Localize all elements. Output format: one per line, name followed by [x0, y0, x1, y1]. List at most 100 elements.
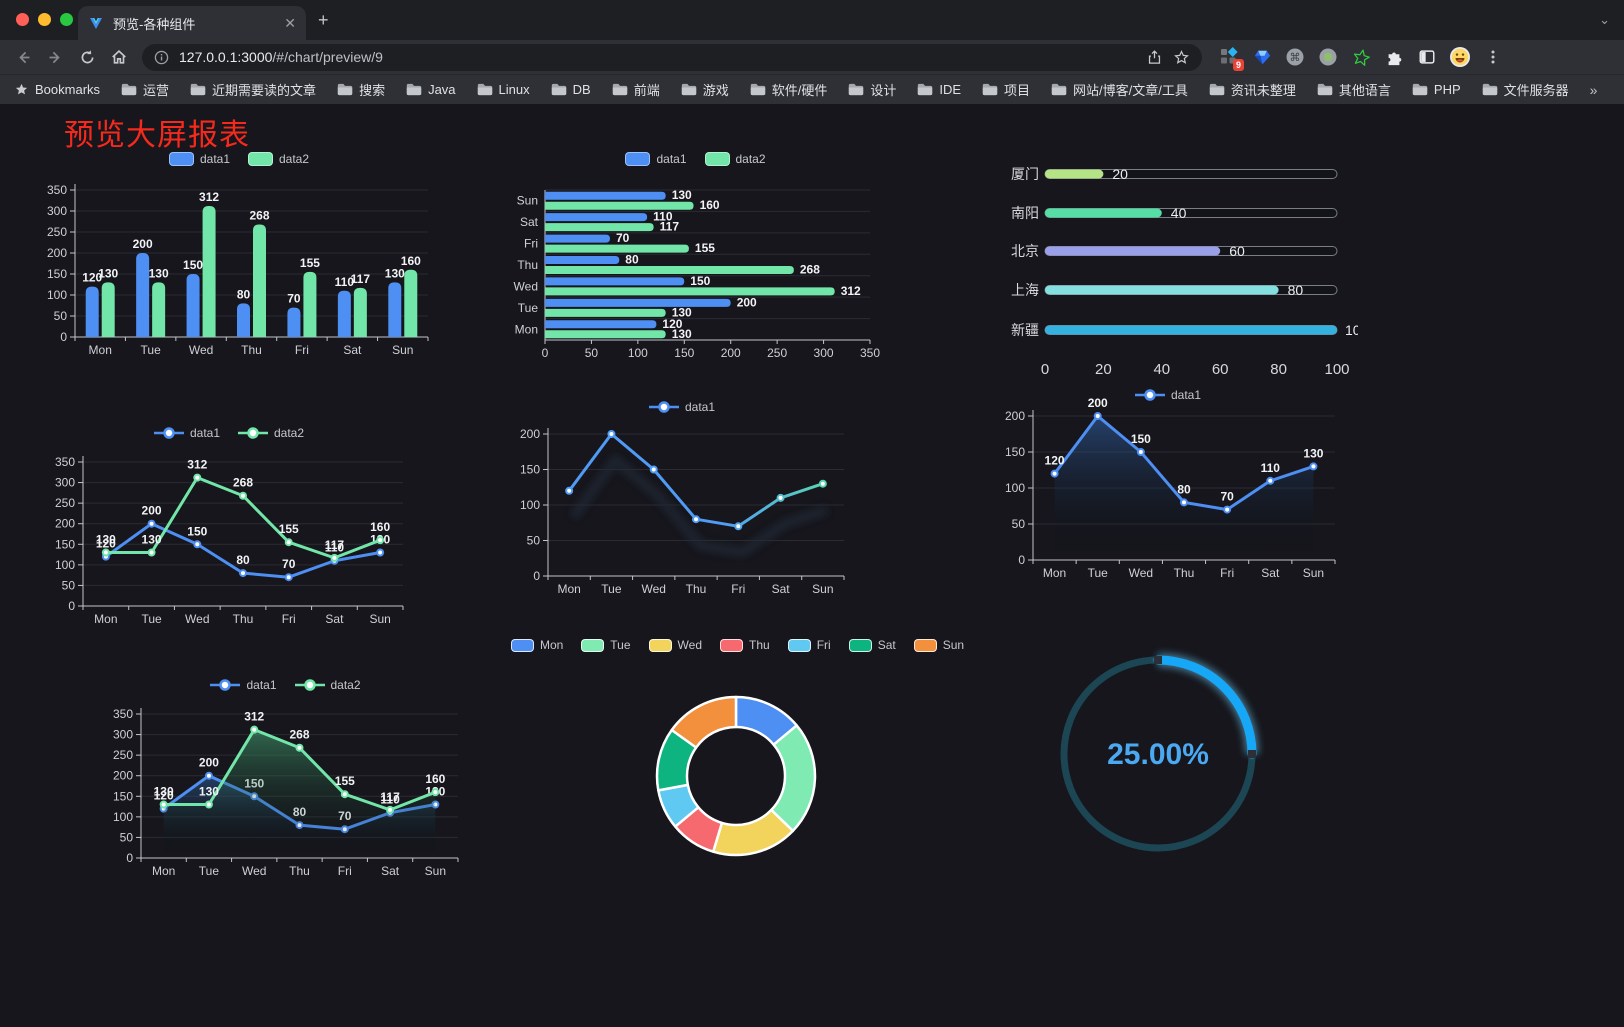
extension-gem-icon[interactable]: [1251, 46, 1273, 68]
extension-grid-icon[interactable]: 9: [1218, 46, 1244, 71]
back-button[interactable]: [10, 44, 36, 70]
legend-item[interactable]: data1: [1134, 388, 1201, 402]
legend-item[interactable]: data2: [248, 152, 309, 166]
svg-text:50: 50: [1012, 517, 1026, 531]
bookmark-folder[interactable]: 项目: [982, 80, 1030, 99]
legend-item[interactable]: Tue: [581, 638, 631, 652]
svg-text:200: 200: [199, 756, 219, 770]
area-line-chart[interactable]: data1 0 50 100 150 200 Mon Tue Wed Thu Fri Sat Sun 12…: [993, 386, 1343, 594]
bookmark-folder[interactable]: 其他语言: [1317, 80, 1391, 99]
chart-canvas[interactable]: [545, 636, 930, 884]
data-point: [649, 465, 658, 474]
svg-text:155: 155: [335, 774, 355, 788]
bookmark-folder[interactable]: 前端: [612, 80, 660, 99]
bookmark-folder[interactable]: 设计: [848, 80, 896, 99]
browser-tab[interactable]: 预览-各种组件 ✕: [78, 6, 306, 40]
bookmark-folder[interactable]: Java: [406, 82, 456, 97]
tab-search-chevron-icon[interactable]: ⌄: [1599, 12, 1610, 27]
bookmark-folder[interactable]: 运营: [121, 80, 169, 99]
bookmark-folder[interactable]: 游戏: [681, 80, 729, 99]
progress-bars-chart[interactable]: 厦门 20 南阳 40 北京 60 上海 80 新疆 100 0 20 40 60 80 100: [993, 150, 1358, 390]
grouped-bar-chart[interactable]: data1 data2 0 50 100 150 200 250 300 350 Mon Tue Wed…: [38, 150, 440, 362]
legend-item[interactable]: Sun: [913, 638, 964, 652]
svg-text:70: 70: [1220, 490, 1234, 504]
legend-line-marker: [294, 679, 325, 691]
legend-item[interactable]: data1: [625, 152, 687, 166]
chart-canvas[interactable]: 0 50 100 150 200 250 300 350 Mon Tue Wed Thu Fri Sat S…: [45, 424, 413, 634]
extension-star-icon[interactable]: [1350, 46, 1372, 68]
legend-item[interactable]: Thu: [720, 638, 770, 652]
legend-item[interactable]: Sat: [848, 638, 896, 652]
zoom-window-button[interactable]: [60, 13, 73, 26]
legend-item[interactable]: data2: [238, 426, 304, 440]
minimize-window-button[interactable]: [38, 13, 51, 26]
legend-item[interactable]: data1: [648, 400, 715, 414]
bookmark-folder[interactable]: Linux: [477, 82, 530, 97]
address-bar[interactable]: 127.0.0.1:3000/#/chart/preview/9: [142, 43, 1202, 71]
bookmark-folder[interactable]: 搜索: [337, 80, 385, 99]
bookmark-folder[interactable]: 软件/硬件: [750, 80, 827, 99]
pie-slice-Sun[interactable]: [670, 695, 738, 749]
extension-record-icon[interactable]: [1317, 46, 1339, 68]
svg-text:Thu: Thu: [1174, 566, 1195, 580]
url-text[interactable]: 127.0.0.1:3000/#/chart/preview/9: [179, 49, 383, 65]
bookmark-folder[interactable]: 近期需要读的文章: [190, 80, 316, 99]
legend-item[interactable]: Fri: [787, 638, 831, 652]
legend-item[interactable]: data2: [294, 678, 361, 692]
chart-canvas[interactable]: 0 50 100 150 200 Mon Tue Wed Thu Fri Sat Sun: [502, 398, 862, 608]
bookmark-folder[interactable]: PHP: [1412, 82, 1461, 97]
bookmark-star-icon[interactable]: [1173, 49, 1190, 66]
extension-command-icon[interactable]: ⌘: [1284, 46, 1306, 68]
bookmark-folder[interactable]: IDE: [917, 82, 961, 97]
bookmarks-overflow-chevron[interactable]: »: [1589, 81, 1598, 98]
bookmark-folder[interactable]: 文件服务器: [1482, 80, 1569, 99]
side-panel-icon[interactable]: [1416, 46, 1438, 68]
new-tab-button[interactable]: +: [318, 10, 329, 30]
data-point: [1093, 412, 1102, 420]
profile-avatar-emoji[interactable]: [1449, 46, 1471, 68]
forward-button[interactable]: [42, 44, 68, 70]
two-series-area-chart[interactable]: data1 data2 0 50 100 150 200 250 300 350 Mon Tue Wed…: [103, 676, 468, 886]
svg-text:150: 150: [47, 267, 67, 281]
legend-item[interactable]: Wed: [648, 638, 702, 652]
chart-canvas[interactable]: 0 50 100 150 200 250 300 350 Mon Tue Wed Thu Fri Sat S…: [103, 676, 468, 886]
svg-text:70: 70: [282, 557, 296, 571]
bar: [545, 191, 666, 200]
legend-item[interactable]: data1: [168, 152, 230, 166]
svg-text:150: 150: [183, 258, 203, 272]
bookmark-folder[interactable]: 资讯未整理: [1209, 80, 1296, 99]
chart-canvas[interactable]: 0 50 100 150 200 Mon Tue Wed Thu Fri Sat Sun 120 200 1…: [993, 386, 1343, 594]
donut-chart[interactable]: Mon Tue Wed Thu Fri Sat Sun: [510, 636, 964, 884]
horizontal-bar-chart[interactable]: data1 data2 0 50 100 150 200 250 300 350 Sun 130 160…: [503, 150, 888, 362]
home-button[interactable]: [106, 44, 132, 70]
tab-close-icon[interactable]: ✕: [284, 14, 296, 31]
data-point: [431, 788, 440, 797]
legend-line-marker: [238, 427, 268, 439]
share-icon[interactable]: [1146, 49, 1163, 66]
extensions-puzzle-icon[interactable]: [1383, 46, 1405, 68]
svg-text:250: 250: [767, 346, 787, 360]
gauge-chart[interactable]: 25.00%: [1048, 642, 1268, 866]
bookmark-folder[interactable]: DB: [551, 82, 591, 97]
legend-item[interactable]: data1: [210, 678, 277, 692]
page-info-icon[interactable]: [154, 50, 169, 65]
bookmarks-root[interactable]: Bookmarks: [14, 82, 100, 97]
gradient-line-chart[interactable]: data1 0 50 100 150 200 Mon Tue Wed Thu Fri Sat Sun: [502, 398, 862, 608]
close-window-button[interactable]: [16, 13, 29, 26]
folder-icon: [190, 83, 206, 96]
two-series-line-chart[interactable]: data1 data2 0 50 100 150 200 250 300 350 Mon Tue Wed…: [45, 424, 413, 634]
legend-item[interactable]: data2: [704, 152, 766, 166]
reload-button[interactable]: [74, 44, 100, 70]
chart-canvas[interactable]: 25.00%: [1048, 642, 1268, 866]
data-point: [776, 493, 785, 502]
svg-text:155: 155: [695, 241, 715, 255]
chart-canvas[interactable]: 厦门 20 南阳 40 北京 60 上海 80 新疆 100 0 20 40 60 80 100: [993, 150, 1358, 390]
chart-canvas[interactable]: 0 50 100 150 200 250 300 350 Mon Tue Wed Thu Fri Sat S…: [38, 150, 440, 362]
data-point: [204, 771, 213, 780]
browser-menu-icon[interactable]: [1482, 46, 1504, 68]
legend-item[interactable]: Mon: [510, 638, 563, 652]
bookmark-folder[interactable]: 网站/博客/文章/工具: [1051, 80, 1188, 99]
legend-line-marker: [153, 427, 184, 439]
legend-item[interactable]: data1: [153, 426, 220, 440]
